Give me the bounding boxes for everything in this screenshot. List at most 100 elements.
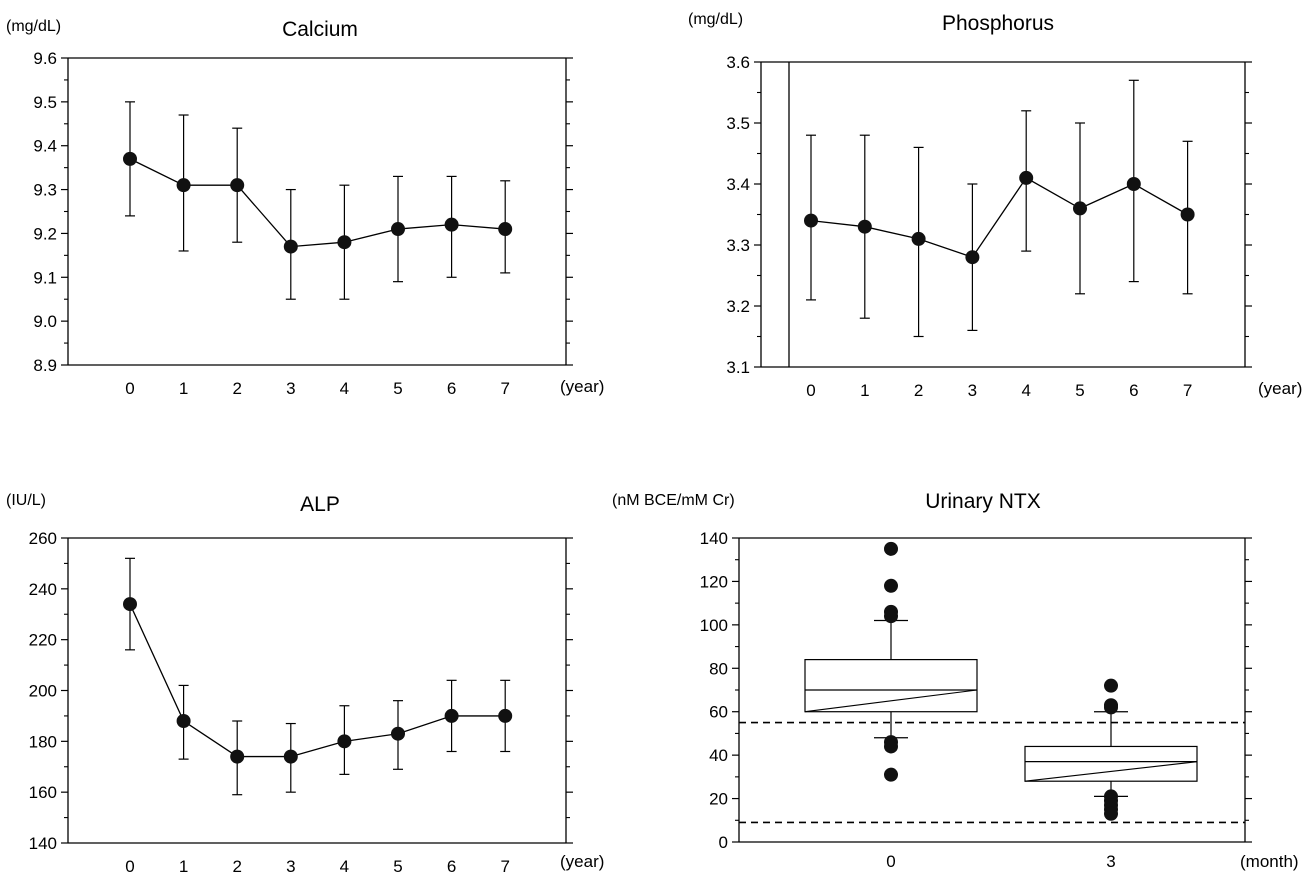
calcium-ytick-label: 9.3	[33, 181, 57, 200]
phosphorus-ytick-label: 3.5	[726, 114, 750, 133]
calcium-data-point	[230, 178, 245, 193]
alp-xtick-label: 5	[393, 857, 402, 873]
calcium-data-point	[444, 217, 459, 232]
alp-xtick-label: 3	[286, 857, 295, 873]
calcium-xtick-label: 4	[340, 379, 349, 398]
calcium-ytick-label: 9.2	[33, 224, 57, 243]
phosphorus-panel: (mg/dL) Phosphorus (year) 3.1 3.2 3.3 3.4 3.…	[688, 11, 1302, 400]
calcium-ytick-label: 8.9	[33, 356, 57, 375]
phosphorus-data-point	[804, 213, 818, 228]
calcium-ytick-label: 9.0	[33, 312, 57, 331]
ntx-ytick-label: 80	[709, 659, 728, 678]
calcium-xtick-label: 2	[232, 379, 241, 398]
ntx-box-rect	[1024, 745, 1198, 782]
alp-series-line	[129, 603, 506, 758]
calcium-xlabel: (year)	[560, 377, 604, 396]
calcium-xtick-label: 3	[286, 379, 295, 398]
alp-data-point	[498, 708, 513, 723]
alp-xtick-label: 6	[447, 857, 456, 873]
phosphorus-title: Phosphorus	[942, 12, 1054, 35]
alp-ytick-label: 260	[29, 529, 57, 548]
alp-xtick-label: 1	[179, 857, 188, 873]
ntx-ylabel: (nM BCE/mM Cr)	[612, 492, 735, 509]
ntx-outlier	[884, 609, 898, 624]
alp-xtick-label: 4	[340, 857, 349, 873]
phosphorus-ytick-label: 3.3	[726, 236, 750, 255]
alp-ytick-label: 240	[29, 580, 57, 599]
urinary-ntx-panel: (nM BCE/mM Cr) Urinary NTX (month) 0 20 40…	[612, 490, 1299, 871]
phosphorus-xtick-label: 1	[860, 381, 869, 400]
calcium-ytick-label: 9.5	[33, 93, 57, 112]
ntx-diagonal	[1024, 761, 1198, 782]
phosphorus-data-point	[1126, 177, 1141, 191]
alp-xlabel: (year)	[560, 852, 604, 871]
ntx-ytick-label: 40	[709, 746, 728, 765]
alp-data-point	[176, 714, 191, 728]
ntx-outlier	[884, 767, 898, 782]
ntx-ytick-label: 120	[700, 572, 728, 591]
ntx-axes: 0 20 40 60 80 100 120 140	[700, 529, 1252, 852]
phosphorus-data-point	[1073, 201, 1087, 216]
alp-data-point	[230, 749, 245, 764]
ntx-ytick-label: 60	[709, 703, 728, 722]
phosphorus-axes: 3.1 3.2 3.3 3.4 3.5 3.6	[726, 53, 1252, 377]
calcium-ytick-label: 9.1	[33, 268, 57, 287]
ntx-diagonal	[804, 689, 978, 713]
phosphorus-data-point	[857, 219, 872, 234]
alp-data-point	[444, 708, 459, 723]
alp-axes: 140 160 180 200 220 240 260	[29, 529, 573, 853]
ntx-outlier	[884, 739, 898, 754]
phosphorus-ylabel: (mg/dL)	[688, 11, 743, 28]
calcium-data-point	[176, 178, 191, 193]
calcium-xtick-label: 6	[447, 379, 456, 398]
ntx-outlier	[1104, 700, 1118, 715]
alp-data-point	[123, 597, 137, 612]
calcium-ytick-label: 9.6	[33, 49, 57, 68]
alp-xtick-label: 0	[125, 857, 134, 873]
calcium-data-point	[283, 239, 298, 254]
calcium-data-point	[498, 222, 513, 237]
ntx-box-rect	[804, 658, 978, 713]
ntx-xtick-label: 0	[886, 852, 895, 871]
alp-ytick-label: 140	[29, 834, 57, 853]
ntx-ytick-label: 0	[719, 833, 728, 852]
ntx-title: Urinary NTX	[925, 490, 1041, 513]
calcium-axes: 8.9 9.0 9.1 9.2 9.3 9.4 9.5 9.6	[33, 49, 573, 375]
calcium-title: Calcium	[282, 18, 358, 41]
alp-ytick-label: 200	[29, 682, 57, 701]
calcium-xtick-label: 5	[393, 379, 402, 398]
phosphorus-xtick-label: 4	[1021, 381, 1030, 400]
phosphorus-xtick-label: 7	[1183, 381, 1192, 400]
alp-data-point	[283, 749, 298, 764]
calcium-data-point	[337, 235, 352, 250]
ntx-xlabel: (month)	[1240, 852, 1299, 871]
phosphorus-xtick-label: 3	[968, 381, 977, 400]
alp-ytick-label: 180	[29, 732, 57, 751]
phosphorus-data-point	[911, 231, 926, 246]
calcium-data-point	[391, 222, 405, 237]
phosphorus-xtick-label: 0	[806, 381, 815, 400]
phosphorus-data-point	[965, 250, 980, 265]
phosphorus-xtick-label: 6	[1129, 381, 1138, 400]
alp-title: ALP	[300, 493, 340, 516]
phosphorus-ytick-label: 3.1	[726, 358, 750, 377]
phosphorus-ytick-label: 3.4	[726, 175, 750, 194]
ntx-outlier	[1104, 806, 1118, 821]
alp-ylabel: (IU/L)	[6, 492, 46, 509]
calcium-ylabel: (mg/dL)	[6, 18, 61, 35]
alp-xtick-label: 7	[500, 857, 509, 873]
ntx-box-3	[1024, 678, 1198, 821]
alp-ytick-label: 160	[29, 783, 57, 802]
alp-data-point	[337, 734, 352, 749]
ntx-outlier	[884, 578, 898, 593]
phosphorus-ytick-label: 3.2	[726, 297, 750, 316]
ntx-box-0	[804, 541, 978, 782]
calcium-panel: (mg/dL) Calcium (year) 8.9 9.0 9.1 9.2 9.3 9.…	[6, 18, 604, 398]
phosphorus-xlabel: (year)	[1258, 379, 1302, 398]
alp-data-point	[391, 726, 405, 741]
phosphorus-xtick-label: 5	[1075, 381, 1084, 400]
calcium-xtick-label: 7	[500, 379, 509, 398]
calcium-series-line	[129, 158, 506, 248]
calcium-ytick-label: 9.4	[33, 137, 57, 156]
ntx-ytick-label: 20	[709, 790, 728, 809]
